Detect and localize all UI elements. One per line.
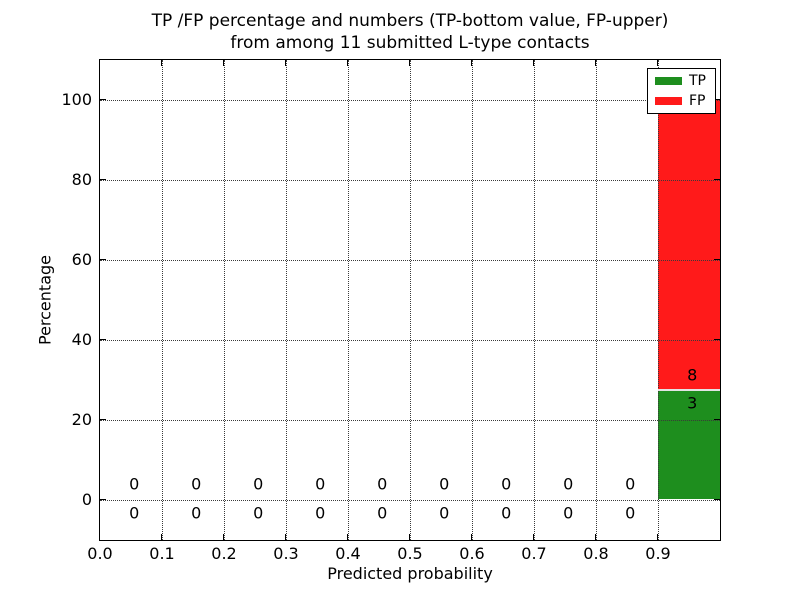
gridline-vertical bbox=[657, 59, 659, 540]
x-tick-top bbox=[160, 59, 163, 66]
count-annotation: 0 bbox=[563, 474, 574, 494]
legend: TP FP bbox=[647, 68, 716, 114]
x-tick-bottom bbox=[532, 533, 535, 540]
gridline-vertical bbox=[409, 59, 411, 540]
x-tick-bottom bbox=[98, 533, 101, 540]
count-annotation: 8 bbox=[687, 365, 698, 385]
bar-segment-tp bbox=[657, 390, 720, 500]
x-tick-top bbox=[532, 59, 535, 66]
chart-title-line2: from among 11 submitted L-type contacts bbox=[230, 33, 590, 53]
count-annotation: 0 bbox=[625, 474, 636, 494]
count-annotation: 0 bbox=[377, 474, 388, 494]
y-tick-label: 40 bbox=[71, 330, 92, 349]
y-tick-left bbox=[99, 418, 106, 421]
x-tick-top bbox=[98, 59, 101, 66]
tp-color-swatch bbox=[655, 77, 682, 86]
gridline-vertical bbox=[471, 59, 473, 540]
bar-segment-divider bbox=[657, 389, 720, 392]
count-annotation: 0 bbox=[129, 503, 140, 523]
y-tick-label: 100 bbox=[61, 90, 92, 109]
chart-title: TP /FP percentage and numbers (TP-bottom… bbox=[100, 10, 720, 54]
x-tick-bottom bbox=[408, 533, 411, 540]
x-tick-label: 0.3 bbox=[273, 544, 299, 563]
x-tick-top bbox=[346, 59, 349, 66]
count-annotation: 0 bbox=[191, 503, 202, 523]
y-tick-right bbox=[713, 498, 720, 501]
gridline-vertical bbox=[223, 59, 225, 540]
count-annotation: 0 bbox=[315, 474, 326, 494]
gridline-vertical bbox=[347, 59, 349, 540]
x-tick-bottom bbox=[346, 533, 349, 540]
gridline-vertical bbox=[595, 59, 597, 540]
y-tick-left bbox=[99, 498, 106, 501]
x-tick-top bbox=[222, 59, 225, 66]
x-tick-label: 0.1 bbox=[149, 544, 175, 563]
fp-color-swatch bbox=[655, 96, 682, 105]
gridline-vertical bbox=[285, 59, 287, 540]
x-axis-label: Predicted probability bbox=[327, 564, 493, 583]
chart-title-line1: TP /FP percentage and numbers (TP-bottom… bbox=[151, 11, 669, 31]
x-tick-top bbox=[470, 59, 473, 66]
count-annotation: 3 bbox=[687, 393, 698, 413]
y-tick-right bbox=[713, 338, 720, 341]
bar-segment-fp bbox=[657, 99, 720, 391]
x-tick-top bbox=[284, 59, 287, 66]
count-annotation: 0 bbox=[501, 474, 512, 494]
x-tick-label: 0.9 bbox=[645, 544, 671, 563]
y-tick-left bbox=[99, 338, 106, 341]
y-tick-left bbox=[99, 178, 106, 181]
count-annotation: 0 bbox=[501, 503, 512, 523]
count-annotation: 0 bbox=[377, 503, 388, 523]
gridline-vertical bbox=[533, 59, 535, 540]
x-tick-top bbox=[656, 59, 659, 66]
count-annotation: 0 bbox=[563, 503, 574, 523]
x-tick-label: 0.8 bbox=[583, 544, 609, 563]
y-tick-left bbox=[99, 98, 106, 101]
count-annotation: 0 bbox=[625, 503, 636, 523]
count-annotation: 0 bbox=[253, 474, 264, 494]
y-tick-right bbox=[713, 418, 720, 421]
count-annotation: 0 bbox=[129, 474, 140, 494]
y-tick-label: 60 bbox=[71, 250, 92, 269]
count-annotation: 0 bbox=[315, 503, 326, 523]
x-tick-label: 0.2 bbox=[211, 544, 237, 563]
x-tick-label: 0.5 bbox=[397, 544, 423, 563]
y-tick-label: 80 bbox=[71, 170, 92, 189]
count-annotation: 0 bbox=[191, 474, 202, 494]
x-tick-bottom bbox=[470, 533, 473, 540]
count-annotation: 0 bbox=[253, 503, 264, 523]
x-tick-bottom bbox=[284, 533, 287, 540]
x-tick-bottom bbox=[160, 533, 163, 540]
legend-label-tp: TP bbox=[689, 73, 706, 90]
y-tick-label: 0 bbox=[81, 490, 92, 509]
x-tick-label: 0.7 bbox=[521, 544, 547, 563]
y-tick-left bbox=[99, 258, 106, 261]
x-tick-label: 0.6 bbox=[459, 544, 485, 563]
x-tick-top bbox=[594, 59, 597, 66]
x-tick-label: 0.0 bbox=[87, 544, 113, 563]
x-tick-top bbox=[408, 59, 411, 66]
legend-entry-tp: TP bbox=[648, 72, 715, 90]
x-tick-bottom bbox=[594, 533, 597, 540]
legend-entry-fp: FP bbox=[648, 92, 715, 110]
x-tick-label: 0.4 bbox=[335, 544, 361, 563]
count-annotation: 0 bbox=[439, 474, 450, 494]
legend-label-fp: FP bbox=[689, 92, 706, 109]
count-annotation: 0 bbox=[439, 503, 450, 523]
y-tick-right bbox=[713, 178, 720, 181]
y-tick-right bbox=[713, 98, 720, 101]
y-tick-right bbox=[713, 258, 720, 261]
y-tick-label: 20 bbox=[71, 410, 92, 429]
x-tick-bottom bbox=[222, 533, 225, 540]
x-tick-bottom bbox=[656, 533, 659, 540]
gridline-vertical bbox=[161, 59, 163, 540]
plot-area: 0 0 0 0 0 0 0 0 0 0 0 0 0 0 0 0 0 0 8 3 bbox=[98, 58, 721, 541]
